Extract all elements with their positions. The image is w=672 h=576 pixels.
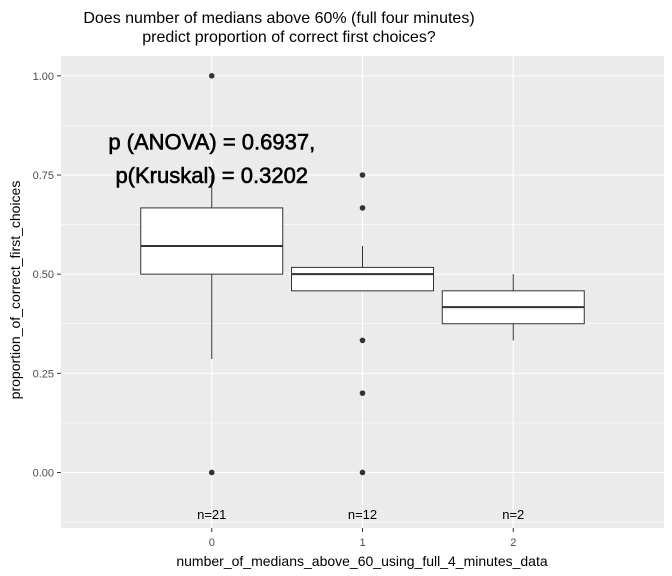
n-label: n=2 — [502, 507, 524, 522]
x-axis-ticks: 0 1 2 — [209, 528, 516, 549]
x-tick-label: 2 — [510, 537, 516, 549]
outlier-point — [208, 73, 215, 79]
y-tick-label: 0.00 — [33, 467, 54, 479]
annotation-line: p(Kruskal) = 0.3202 — [115, 163, 308, 188]
outlier-point — [359, 469, 366, 476]
outlier-point — [359, 390, 366, 396]
box-iqr — [140, 207, 284, 275]
y-axis-ticks: 0.00 0.25 0.50 0.75 1.00 — [33, 71, 61, 479]
y-tick-label: 0.75 — [33, 170, 54, 182]
p-value-annotation: p (ANOVA) = 0.6937, p(Kruskal) = 0.3202 — [108, 129, 315, 188]
outlier-point — [359, 337, 366, 344]
box-0 — [140, 73, 284, 476]
n-label: n=21 — [197, 507, 226, 522]
box-2 — [441, 274, 585, 341]
sample-size-labels: n=21 n=12 n=2 — [197, 507, 524, 522]
y-axis-label: proportion_of_correct_first_choices — [7, 181, 23, 400]
outlier-point — [359, 205, 366, 211]
y-tick-label: 1.00 — [33, 71, 54, 83]
annotation-line: p (ANOVA) = 0.6937, — [108, 129, 315, 154]
chart-title-line-1: Does number of medians above 60% (full f… — [83, 10, 474, 27]
x-tick-label: 1 — [359, 537, 365, 549]
box-layer — [140, 73, 585, 476]
n-label: n=12 — [348, 507, 377, 522]
x-tick-label: 0 — [209, 537, 215, 549]
y-tick-label: 0.50 — [33, 269, 54, 281]
x-axis-label: number_of_medians_above_60_using_full_4_… — [176, 553, 547, 569]
outlier-point — [208, 469, 215, 476]
outlier-point — [359, 172, 366, 178]
box-1 — [291, 172, 434, 476]
y-tick-label: 0.25 — [33, 368, 54, 380]
box-iqr — [291, 266, 434, 292]
chart-title-line-2: predict proportion of correct first choi… — [142, 29, 436, 46]
